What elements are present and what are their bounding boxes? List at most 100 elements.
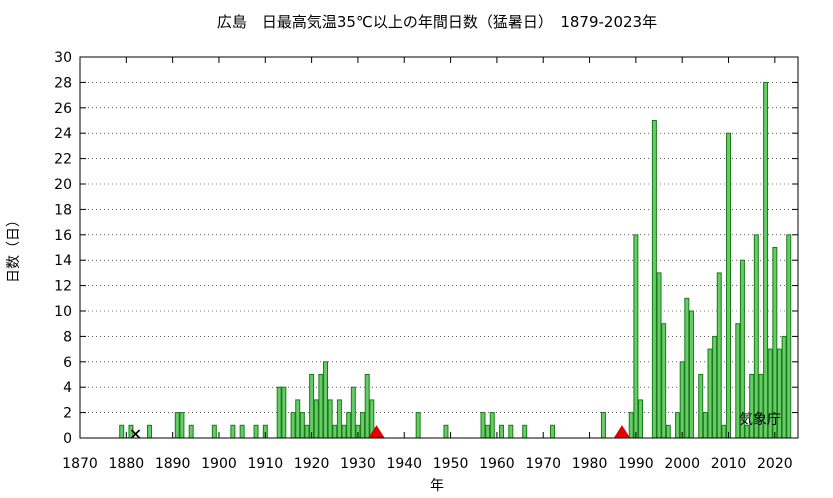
bar: [758, 374, 764, 439]
bar: [633, 234, 639, 439]
bar: [281, 386, 287, 439]
bar: [600, 412, 606, 439]
x-tick-label: 1880: [109, 456, 145, 472]
y-tick-label: 18: [54, 202, 72, 218]
bar: [299, 412, 305, 439]
bar: [313, 399, 319, 439]
bar: [638, 399, 643, 439]
x-tick-label: 1910: [247, 456, 283, 472]
chart-title: 広島 日最高気温35℃以上の年間日数（猛暑日） 1879-2023年: [217, 13, 657, 31]
bar: [341, 424, 347, 439]
bar: [684, 297, 690, 439]
bar: [443, 424, 449, 439]
bar: [679, 361, 685, 439]
y-tick-label: 30: [54, 50, 72, 66]
x-tick-label: 2000: [664, 456, 700, 472]
bar: [336, 399, 342, 439]
bar: [749, 374, 755, 439]
bar: [323, 361, 329, 439]
y-tick-label: 2: [63, 406, 72, 422]
bar: [772, 247, 778, 439]
x-tick-label: 1990: [618, 456, 654, 472]
bar: [628, 412, 634, 439]
bar: [364, 374, 370, 439]
bar: [309, 374, 315, 439]
bar: [146, 424, 152, 439]
axis-ticks: [79, 56, 798, 439]
bar: [656, 272, 662, 439]
x-tick-label: 1980: [572, 456, 608, 472]
x-axis-label: 年: [430, 478, 444, 494]
bar: [304, 424, 310, 439]
x-tick-label: 1890: [155, 456, 191, 472]
relocation-marker: [368, 425, 385, 438]
bar: [707, 348, 713, 439]
y-tick-label: 26: [54, 101, 72, 117]
bar: [698, 374, 704, 439]
bar: [211, 424, 217, 439]
y-axis-label: 日数（日）: [6, 213, 22, 283]
bar: [480, 412, 486, 439]
plot-frame: [79, 56, 799, 439]
y-tick-label: 12: [54, 279, 72, 295]
bar: [549, 424, 555, 439]
bar: [726, 132, 732, 439]
bar: [786, 234, 792, 439]
bar: [721, 424, 727, 439]
y-tick-label: 8: [63, 329, 72, 345]
bar: [174, 412, 180, 439]
relocation-marker: [614, 425, 630, 438]
x-tick-label: 1900: [201, 456, 237, 472]
bar: [781, 335, 787, 439]
bar: [716, 272, 722, 439]
bar: [675, 412, 681, 439]
y-tick-label: 24: [54, 126, 72, 142]
bar: [712, 335, 718, 439]
bar: [332, 424, 338, 439]
bar: [665, 424, 671, 439]
bar: [239, 424, 245, 439]
y-tick-label: 28: [54, 75, 72, 91]
bar: [688, 310, 694, 439]
bar: [318, 374, 324, 439]
y-tick-label: 14: [54, 253, 72, 269]
bar: [415, 412, 421, 439]
bar: [179, 412, 185, 439]
bar: [276, 386, 282, 439]
bar: [489, 412, 495, 439]
bar: [499, 424, 505, 439]
x-tick-label: 1950: [433, 456, 469, 472]
bar: [327, 399, 333, 439]
y-tick-label: 4: [63, 380, 72, 396]
x-tick-label: 1940: [386, 456, 422, 472]
x-tick-label: 1960: [479, 456, 515, 472]
x-tick-label: 2020: [757, 456, 793, 472]
missing-marker: [131, 429, 141, 439]
y-tick-label: 20: [54, 177, 72, 193]
missing-marker-stroke: [131, 429, 141, 439]
bar: [253, 424, 259, 439]
bar: [485, 424, 491, 439]
bar: [661, 323, 667, 439]
bar: [753, 234, 759, 439]
y-tick-label: 16: [54, 228, 72, 244]
bar: [119, 424, 125, 439]
bar: [350, 386, 356, 439]
bar: [702, 412, 708, 439]
bar: [188, 424, 194, 439]
x-tick-label: 1870: [62, 456, 98, 472]
bar: [290, 412, 296, 439]
bar: [346, 412, 352, 439]
bar-series: [119, 81, 792, 439]
y-tick-label: 0: [63, 431, 72, 447]
bar: [522, 424, 528, 439]
x-tick-label: 2010: [711, 456, 747, 472]
y-tick-label: 6: [63, 355, 72, 371]
x-tick-labels: 1870 1880 1890 1900 1910 1920 1930 1940 1950 1960…: [62, 456, 792, 472]
x-tick-label: 1970: [525, 456, 561, 472]
marker-series: [131, 425, 630, 439]
bar: [651, 120, 657, 439]
x-tick-label: 1920: [294, 456, 330, 472]
